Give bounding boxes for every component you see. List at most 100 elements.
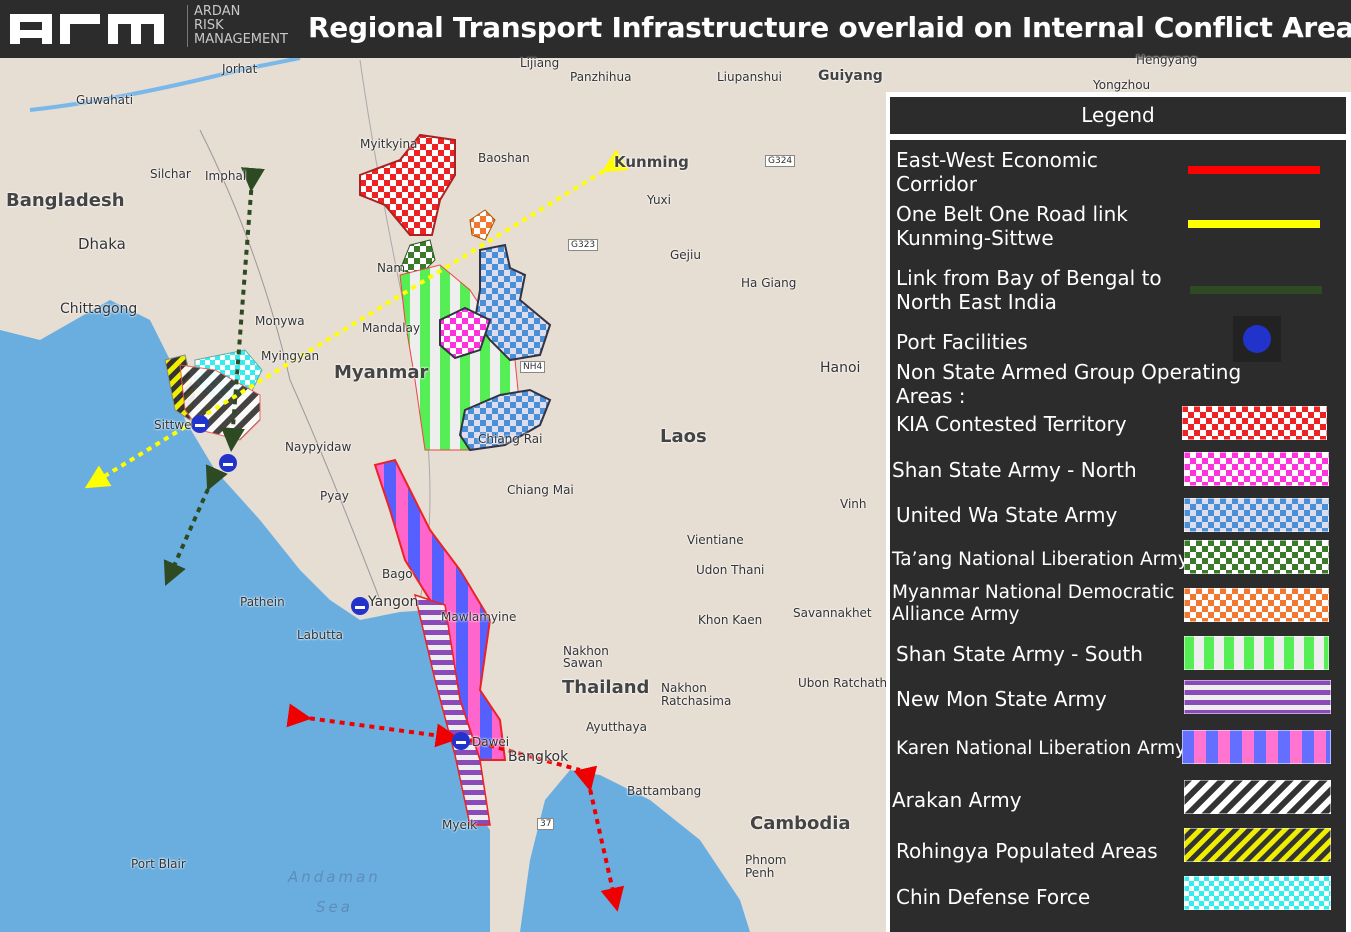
port-icon-dawei	[452, 732, 470, 750]
place-label: Ubon Ratchath	[798, 676, 888, 690]
river	[29, 58, 301, 112]
obor-link-line	[84, 149, 629, 489]
legend-label: Myanmar National Democratic Alliance Arm…	[892, 582, 1175, 625]
legend-title: Legend	[890, 97, 1346, 134]
country-label: Cambodia	[750, 813, 851, 834]
place-label: Yuxi	[647, 193, 671, 207]
place-label: Chittagong	[60, 301, 138, 317]
sea-label: Sea	[316, 898, 353, 916]
place-label: Guwahati	[76, 93, 134, 107]
legend-label: Chin Defense Force	[896, 885, 1091, 909]
sea-label: Andaman	[288, 868, 381, 886]
legend-swatch-yellow-line	[1188, 220, 1320, 228]
legend-label: Port Facilities	[896, 330, 1028, 354]
country-label: Thailand	[562, 677, 650, 698]
place-label: Imphal	[205, 169, 247, 183]
place-label: Yangon	[368, 594, 419, 610]
legend-label: KIA Contested Territory	[896, 412, 1127, 436]
place-label: Vinh	[840, 497, 867, 511]
port-icon-kyaukphyu	[219, 454, 237, 472]
logo-sub-line: ARDAN	[194, 4, 241, 19]
ewec-line-1	[286, 703, 460, 748]
legend-label-text: One Belt One Road link Kunming-Sittwe	[896, 202, 1128, 250]
place-label: Dhaka	[78, 235, 126, 253]
place-label: Chiang Rai	[478, 432, 543, 446]
place-label: Yongzhou	[1093, 78, 1151, 92]
legend-label: New Mon State Army	[896, 687, 1107, 711]
legend-swatch-rohingya	[1184, 828, 1331, 862]
place-label: Baoshan	[478, 151, 530, 165]
place-label: Port Blair	[131, 857, 186, 871]
place-label: Bago	[382, 567, 413, 581]
road-label: 37	[537, 818, 555, 830]
port-icon	[1233, 316, 1281, 362]
arm-logo	[10, 14, 164, 44]
ewec-line-3	[573, 765, 625, 912]
legend-swatch-ssas	[1184, 636, 1329, 670]
place-label: Mawlamyine	[441, 610, 517, 624]
legend-label: East-West Economic Corridor	[896, 148, 1098, 196]
header-bar: ARDAN RISK MANAGEMENT Regional Transport…	[0, 0, 1351, 58]
place-label: Hanoi	[820, 360, 861, 376]
place-label: Vientiane	[687, 533, 744, 547]
road-label: NH4	[520, 361, 546, 373]
legend-swatch-arakan	[1184, 780, 1331, 814]
place-label: Mandalay	[362, 321, 421, 335]
place-label: Lijiang	[520, 56, 560, 70]
legend-label: Arakan Army	[892, 788, 1022, 812]
place-label: Jorhat	[222, 62, 258, 76]
place-label: Pyay	[320, 489, 349, 503]
place-label: Nakhon Ratchasima	[661, 681, 732, 708]
legend-swatch-green-line	[1190, 286, 1322, 294]
legend-label: Shan State Army - North	[892, 458, 1137, 482]
legend-swatch-knla	[1182, 730, 1331, 764]
place-label: Gejiu	[670, 248, 701, 262]
legend-label: Non State Armed Group Operating Areas :	[896, 360, 1242, 408]
logo-sub-line: MANAGEMENT	[194, 32, 288, 47]
legend-body: East-West Economic Corridor One Belt One…	[890, 140, 1346, 932]
place-label: Liupanshui	[717, 70, 782, 84]
legend-label: United Wa State Army	[896, 503, 1118, 527]
page-title: Regional Transport Infrastructure overla…	[308, 11, 1351, 44]
legend-swatch-nmsp	[1184, 680, 1331, 714]
place-label: Dawei	[472, 735, 510, 749]
place-label: Savannakhet	[793, 606, 872, 620]
place-label: Nam	[377, 261, 406, 275]
country-label: Laos	[660, 426, 707, 447]
place-label: Sittwe	[154, 418, 192, 432]
ne-india-link-line	[220, 167, 265, 452]
place-label: Hengyang	[1136, 53, 1198, 67]
legend-label: Link from Bay of Bengal to North East In…	[896, 266, 1162, 314]
place-label: Guiyang	[818, 68, 883, 84]
place-label: Labutta	[297, 628, 344, 642]
legend-label: Ta’ang National Liberation Army	[892, 549, 1189, 570]
legend-swatch-ssan	[1184, 452, 1329, 486]
map-view[interactable]: Jorhat Guwahati Lijiang Panzhihua Liupan…	[0, 53, 1197, 932]
place-label: Udon Thani	[696, 563, 765, 577]
place-label: Myitkyina	[360, 137, 418, 151]
place-label: Nakhon Sawan	[563, 644, 609, 670]
legend-swatch-tnla	[1184, 540, 1329, 574]
place-label: Myingyan	[261, 349, 320, 363]
place-label: Monywa	[255, 314, 305, 328]
place-label: Silchar	[150, 167, 191, 181]
place-label: Chiang Mai	[507, 483, 574, 497]
country-label: Myanmar	[334, 362, 429, 383]
ne-india-link-line-2	[163, 464, 228, 586]
road-label: G324	[765, 155, 796, 167]
place-label: Battambang	[627, 784, 702, 798]
legend-swatch-chin	[1184, 876, 1331, 910]
legend-swatch-mndaa	[1184, 588, 1329, 622]
place-label: Ayutthaya	[586, 720, 647, 734]
place-label: Pathein	[240, 595, 285, 609]
place-label: Khon Kaen	[698, 613, 763, 627]
road-label: G323	[568, 239, 599, 251]
place-label: Phnom Penh	[745, 853, 787, 880]
legend-swatch-red-line	[1188, 166, 1320, 174]
legend-label: Shan State Army - South	[896, 642, 1143, 666]
area-mndaa	[469, 209, 496, 241]
place-label: Ha Giang	[741, 276, 797, 290]
legend-swatch-kia	[1182, 406, 1327, 440]
legend-label: One Belt One Road link Kunming-Sittwe	[896, 202, 1156, 250]
port-icon-sittwe	[191, 415, 209, 433]
